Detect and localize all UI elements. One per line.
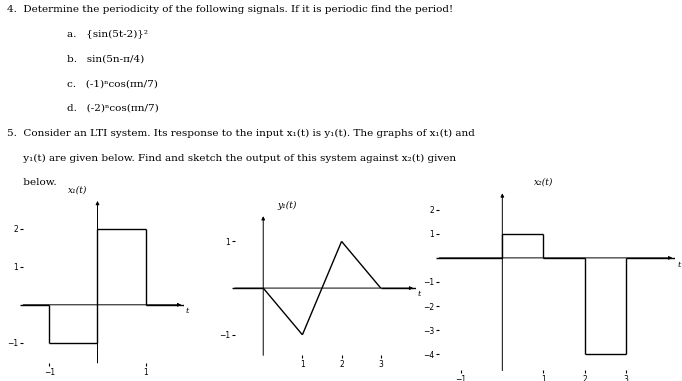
Text: 5.  Consider an LTI system. Its response to the input x₁(t) is y₁(t). The graphs: 5. Consider an LTI system. Its response … bbox=[7, 129, 475, 138]
Text: 4.  Determine the periodicity of the following signals. If it is periodic find t: 4. Determine the periodicity of the foll… bbox=[7, 5, 453, 14]
Text: t: t bbox=[677, 261, 681, 269]
Text: y₁(t) are given below. Find and sketch the output of this system against x₂(t) g: y₁(t) are given below. Find and sketch t… bbox=[7, 154, 456, 163]
Text: t: t bbox=[186, 307, 189, 315]
Text: below.: below. bbox=[7, 178, 57, 187]
Text: a.   {sin(5t-2)}²: a. {sin(5t-2)}² bbox=[41, 30, 148, 39]
Text: t: t bbox=[418, 290, 421, 298]
Text: d.   (-2)ⁿcos(πn/7): d. (-2)ⁿcos(πn/7) bbox=[41, 104, 159, 113]
Text: x₁(t): x₁(t) bbox=[68, 186, 87, 195]
Text: c.   (-1)ⁿcos(πn/7): c. (-1)ⁿcos(πn/7) bbox=[41, 79, 158, 88]
Text: y₁(t): y₁(t) bbox=[278, 201, 297, 210]
Text: x₂(t): x₂(t) bbox=[534, 178, 554, 187]
Text: b.   sin(5n-π/4): b. sin(5n-π/4) bbox=[41, 54, 144, 64]
